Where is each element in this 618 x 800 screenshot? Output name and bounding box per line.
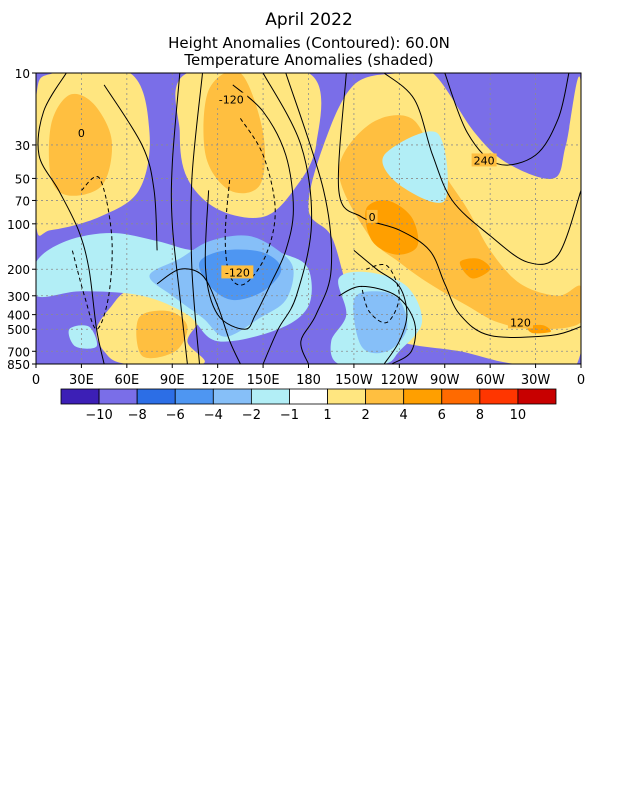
y-tick-label: 30: [15, 139, 30, 153]
x-tick-label: 90E: [160, 373, 185, 388]
y-tick-label: 400: [7, 309, 30, 323]
colorbar-label: 8: [476, 408, 484, 423]
colorbar-label: 6: [438, 408, 446, 423]
colorbar-label: 1: [323, 408, 331, 423]
y-tick-label: 100: [7, 218, 30, 232]
y-tick-label: 300: [7, 290, 30, 304]
chart-title: April 2022: [265, 10, 353, 30]
colorbar-swatch: [441, 388, 481, 405]
x-tick-label: 90W: [430, 373, 460, 388]
colorbar-swatch: [365, 388, 405, 405]
colorbar-swatch: [212, 388, 252, 405]
contour-label-bg: [75, 126, 87, 140]
height-contour-7: [262, 73, 313, 364]
colorbar-label: 2: [361, 408, 369, 423]
contour-label-5: 120: [510, 316, 531, 329]
temperature-region-11: [136, 310, 188, 359]
height-contour-11: [383, 73, 581, 265]
x-tick-label: 60E: [114, 373, 139, 388]
y-tick-label: 700: [7, 345, 30, 359]
height-contour-12: [444, 73, 570, 166]
contour-label-bg: [366, 209, 378, 223]
height-contour-9: [285, 73, 333, 364]
colorbar-label: −10: [85, 408, 112, 423]
colorbar-swatch: [60, 388, 100, 405]
x-tick-label: 120W: [380, 373, 418, 388]
x-tick-label: 0: [32, 373, 40, 388]
y-tick-label: 200: [7, 263, 30, 277]
height-anomaly-contours: [37, 73, 581, 364]
colorbar-label: −8: [128, 408, 147, 423]
colorbar-swatch: [174, 388, 214, 405]
colorbar-label: −1: [280, 408, 299, 423]
x-tick-label: 180: [296, 373, 321, 388]
contour-label-bg: [471, 153, 497, 167]
height-contour-15: [338, 285, 417, 364]
colorbar-swatch: [403, 388, 443, 405]
x-axis: 0 30E 60E 90E 120E 150E 180 150W 120W 90W 60W 30W 0: [32, 364, 585, 388]
y-tick-label: 70: [15, 194, 30, 208]
height-contour-5: [204, 84, 294, 330]
contour-label-2: 240: [474, 154, 495, 167]
x-tick-label: 30W: [521, 373, 551, 388]
temperature-region-17: [68, 325, 98, 349]
height-contour-0: [37, 73, 105, 364]
y-tick-label: 10: [15, 67, 30, 81]
y-tick-label: 500: [7, 323, 30, 337]
chart-subtitle-2: Temperature Anomalies (shaded): [184, 51, 434, 69]
colorbar-swatch: [479, 388, 519, 405]
contour-label-1: -120: [219, 94, 244, 107]
colorbar-label: 4: [400, 408, 408, 423]
height-contour-10: [337, 73, 581, 338]
x-tick-label: 120E: [201, 373, 234, 388]
grid-lines: [36, 73, 581, 364]
x-tick-label: 150E: [247, 373, 280, 388]
height-contour-4: [190, 73, 203, 364]
contour-label-bg: [215, 92, 248, 106]
x-tick-label: 30E: [69, 373, 94, 388]
y-tick-label: 50: [15, 172, 30, 186]
temperature-region-2: [48, 93, 113, 196]
colorbar-swatch: [517, 388, 557, 405]
contour-labels: 0 -120 240 0 -120 120: [75, 92, 533, 329]
contour-label-4: -120: [225, 266, 250, 279]
temperature-region-18: [382, 131, 448, 203]
x-tick-label: 0: [577, 373, 585, 388]
temperature-region-9: [527, 324, 552, 334]
colorbar-swatch: [250, 388, 290, 405]
colorbar-swatch: [136, 388, 176, 405]
x-tick-label: 60W: [475, 373, 505, 388]
contour-label-3: 0: [369, 211, 376, 224]
colorbar: −10 −8 −6 −4 −2 −1 1 2 4 6 8 10: [60, 388, 557, 423]
height-contour-8: [156, 268, 241, 364]
colorbar-swatch: [327, 388, 367, 405]
height-contour-1: [71, 176, 113, 330]
colorbar-label: −2: [242, 408, 261, 423]
temperature-anomaly-shading: [36, 73, 581, 364]
temperature-region-8: [459, 258, 491, 279]
contour-label-bg: [507, 315, 533, 329]
contour-label-bg: [221, 265, 254, 279]
contour-label-0: 0: [78, 127, 85, 140]
height-contour-2: [103, 84, 158, 251]
y-tick-label: 850: [7, 358, 30, 372]
height-contour-3: [170, 73, 188, 364]
colorbar-swatch: [98, 388, 138, 405]
colorbar-label: −6: [166, 408, 185, 423]
height-contour-13: [353, 250, 408, 364]
colorbar-label: −4: [204, 408, 223, 423]
colorbar-swatch: [289, 388, 328, 405]
chart-subtitle: Height Anomalies (Contoured): 60.0N: [168, 34, 450, 52]
colorbar-label: 10: [510, 408, 527, 423]
x-tick-label: 150W: [335, 373, 373, 388]
height-contour-14: [361, 263, 400, 324]
